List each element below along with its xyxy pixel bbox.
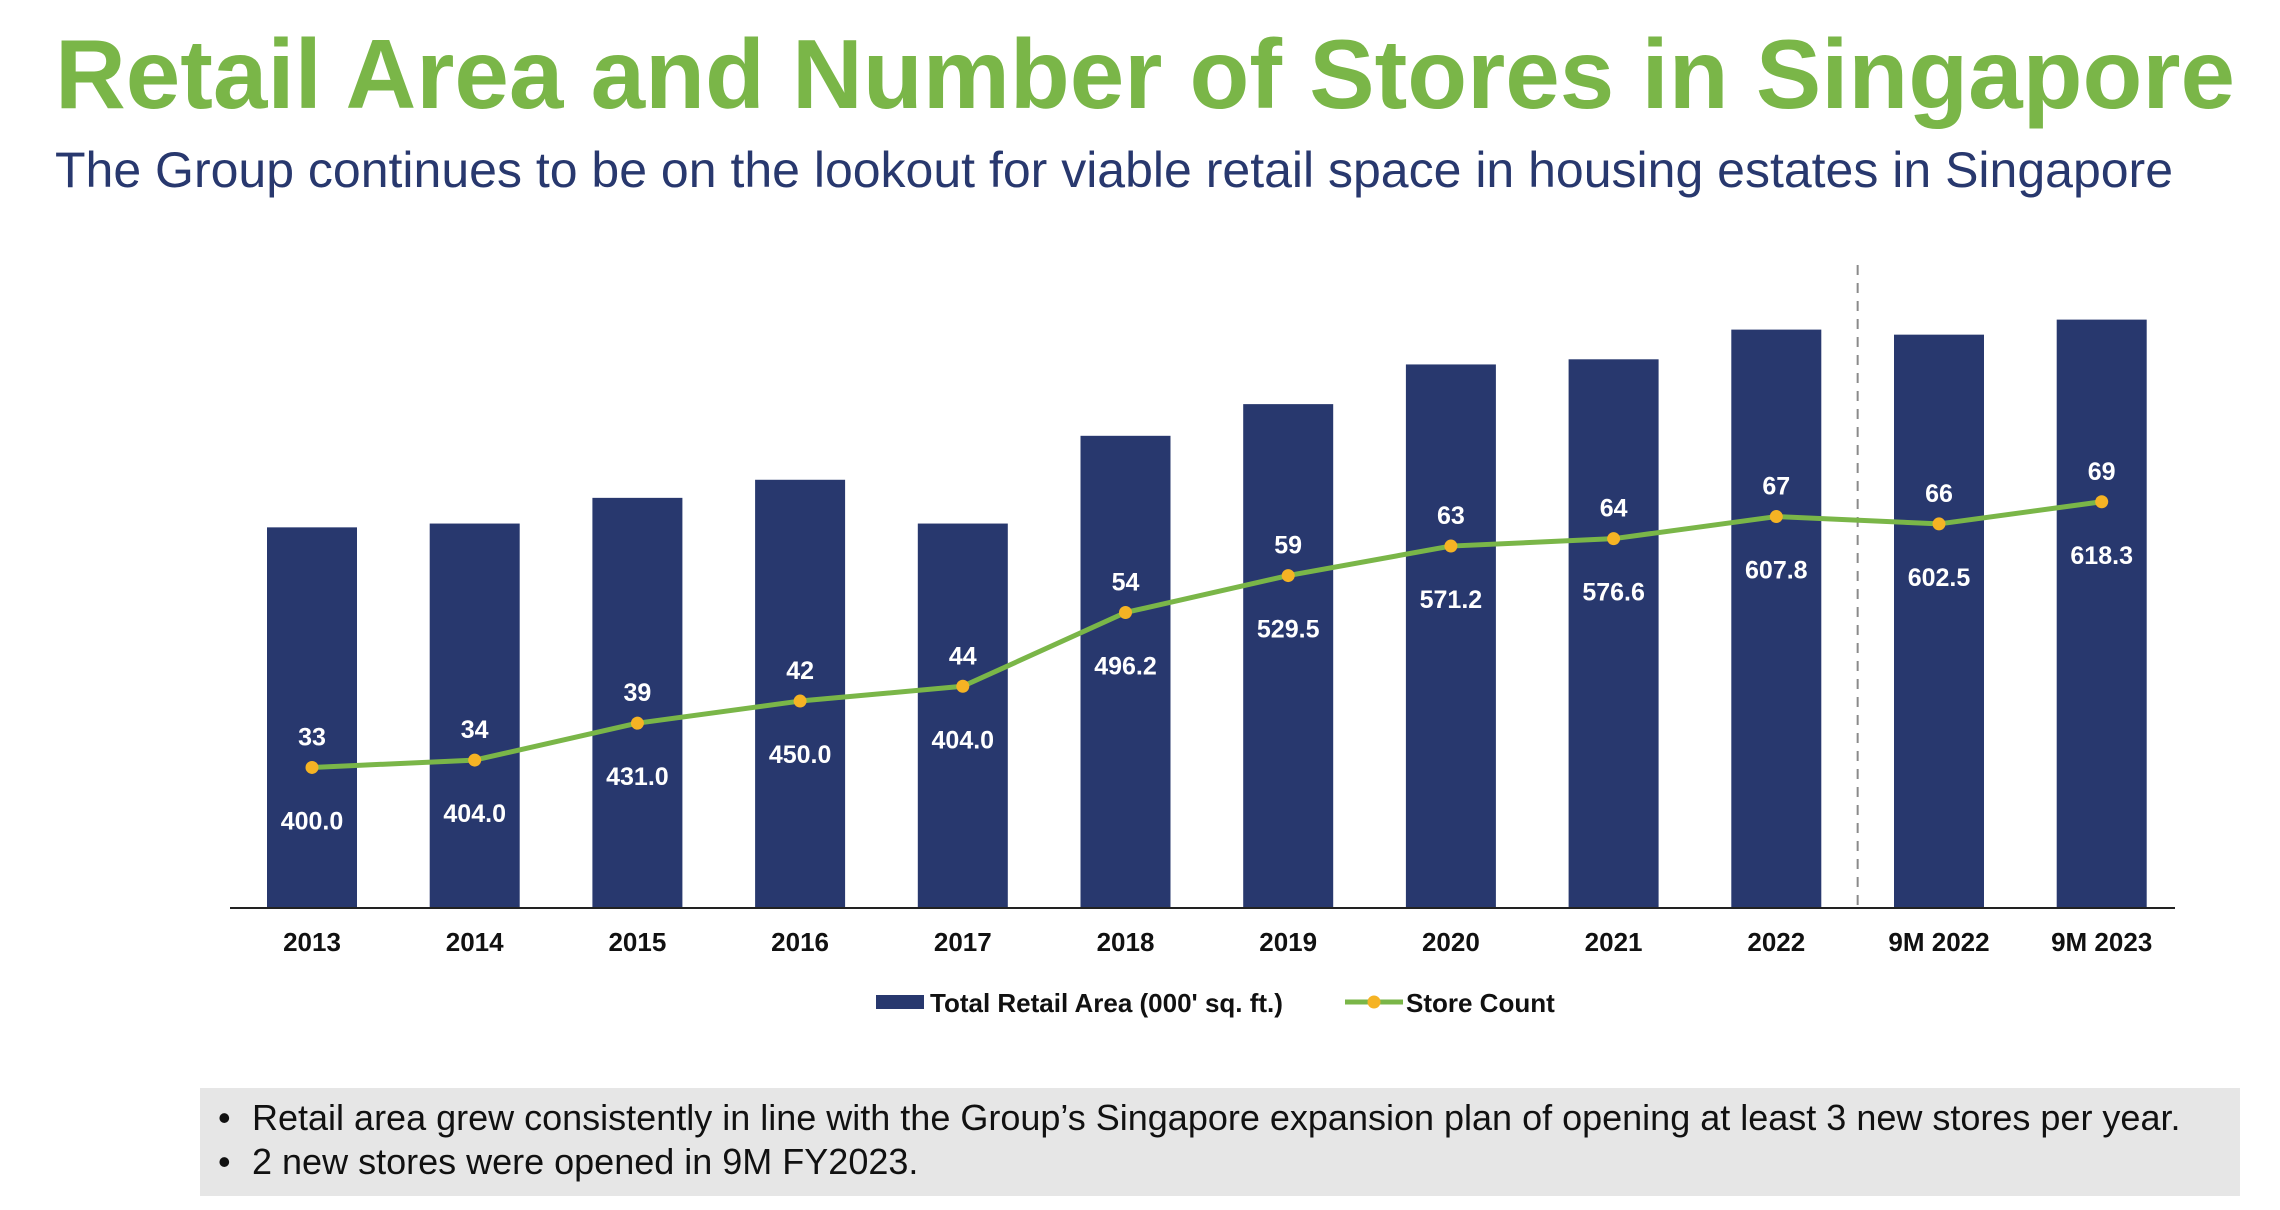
bar (1568, 359, 1659, 908)
line-point (630, 716, 644, 730)
line-value-label: 34 (461, 716, 489, 744)
line-value-label: 63 (1437, 502, 1465, 530)
bar-value-label: 571.2 (1420, 586, 1483, 614)
bar-value-label: 607.8 (1745, 557, 1808, 585)
bar-value-label: 404.0 (932, 726, 995, 754)
line-point (956, 679, 970, 693)
bar (592, 497, 683, 908)
line-point (1281, 569, 1295, 583)
bar (429, 523, 520, 908)
legend-swatch-bars (876, 995, 924, 1009)
combo-chart: 400.0 404.0 431.0 450.0 404.0 496.2 529.5 571.2… (230, 265, 2175, 1018)
note-item: Retail area grew consistently in line wi… (200, 1096, 2240, 1140)
notes-list: Retail area grew consistently in line wi… (200, 1096, 2240, 1184)
note-item: 2 new stores were opened in 9M FY2023. (200, 1140, 2240, 1184)
line-point (793, 694, 807, 708)
line-point (468, 753, 482, 767)
line-point (2095, 495, 2109, 509)
legend-label-line: Store Count (1406, 988, 1555, 1018)
line-value-label: 59 (1274, 532, 1302, 560)
bar-value-label: 618.3 (2070, 542, 2133, 570)
store-count-line (311, 499, 2103, 770)
line-value-label: 66 (1925, 480, 1953, 508)
line-value-label: 39 (623, 679, 651, 707)
line-value-label: 54 (1112, 568, 1140, 596)
line-point (1607, 532, 1621, 546)
line-point (1769, 510, 1783, 524)
bar-value-label: 602.5 (1908, 564, 1971, 592)
bar (917, 523, 1008, 908)
x-tick-label: 2018 (1097, 927, 1155, 957)
bar-value-label: 431.0 (606, 763, 669, 791)
legend-label-bars: Total Retail Area (000' sq. ft.) (930, 988, 1283, 1018)
bar (1080, 435, 1171, 908)
line-value-label: 67 (1762, 473, 1790, 501)
x-tick-label: 2021 (1585, 927, 1643, 957)
line-point (1444, 539, 1458, 553)
bar-value-label: 404.0 (443, 800, 506, 828)
bar (1731, 329, 1822, 908)
x-tick-label: 2015 (608, 927, 666, 957)
bar (1894, 334, 1984, 909)
notes-box: Retail area grew consistently in line wi… (200, 1088, 2240, 1196)
bar (2056, 319, 2147, 908)
line-value-label: 69 (2088, 458, 2116, 486)
bar-value-label: 496.2 (1094, 652, 1157, 680)
x-tick-label: 2014 (446, 927, 504, 957)
legend-swatch-marker (1367, 995, 1381, 1009)
x-tick-label: 2020 (1422, 927, 1480, 957)
page-subtitle: The Group continues to be on the lookout… (55, 142, 2174, 198)
x-tick-label: 2016 (771, 927, 829, 957)
line-point (1932, 517, 1946, 531)
x-tick-label: 2017 (934, 927, 992, 957)
bar (267, 527, 357, 908)
x-tick-label: 2019 (1259, 927, 1317, 957)
x-tick-label: 9M 2022 (1888, 927, 1989, 957)
bar-value-label: 400.0 (281, 807, 344, 835)
bar (1405, 364, 1496, 908)
bar-value-label: 529.5 (1257, 616, 1320, 644)
x-tick-label: 2022 (1747, 927, 1805, 957)
page-title: Retail Area and Number of Stores in Sing… (55, 19, 2236, 129)
line-value-label: 42 (786, 657, 814, 685)
line-point (305, 760, 319, 774)
bar-value-label: 450.0 (769, 741, 832, 769)
bar-value-label: 576.6 (1582, 579, 1645, 607)
x-tick-label: 2013 (283, 927, 341, 957)
line-point (1119, 605, 1132, 619)
line-value-label: 64 (1600, 495, 1628, 523)
bar (1243, 404, 1334, 908)
line-value-label: 44 (949, 642, 977, 670)
x-tick-label: 9M 2023 (2051, 927, 2152, 957)
bar (755, 479, 846, 908)
line-value-label: 33 (298, 723, 326, 751)
